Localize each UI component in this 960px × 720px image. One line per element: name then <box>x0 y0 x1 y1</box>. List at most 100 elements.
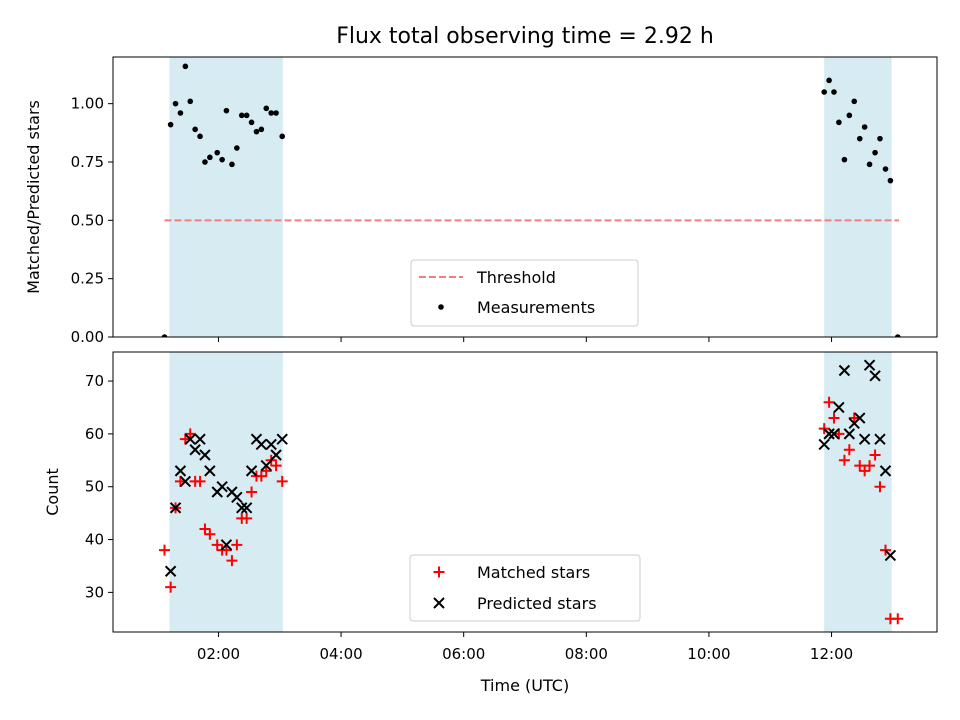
matched-point <box>874 481 886 493</box>
predicted-point <box>240 502 253 514</box>
predicted-point <box>818 438 830 451</box>
measurement-point <box>248 119 255 126</box>
measurement-point <box>279 133 286 140</box>
top-y-axis-label: Matched/Predicted stars <box>24 100 43 294</box>
measurement-point <box>856 135 863 142</box>
x-tick-label: 08:00 <box>565 645 608 663</box>
plot-area <box>159 352 904 632</box>
legend: Matched stars Predicted stars <box>409 554 641 622</box>
measurement-point <box>826 77 832 84</box>
predicted-point <box>179 475 192 488</box>
measurement-point <box>846 112 853 119</box>
matched-point <box>260 465 272 477</box>
y-tick-label: 30 <box>85 583 104 601</box>
matched-point <box>165 581 177 593</box>
matched-point <box>864 460 876 472</box>
predicted-point <box>204 465 216 477</box>
measurement-point <box>894 334 901 337</box>
matched-point <box>276 475 288 487</box>
matched-point <box>265 454 277 466</box>
measurement-point <box>841 156 848 163</box>
matched-point <box>818 423 830 435</box>
legend-box <box>409 554 641 622</box>
matched-point <box>854 460 866 472</box>
measurement-point <box>172 100 179 107</box>
measurement-point <box>872 149 878 156</box>
matched-point <box>159 544 170 556</box>
matched-point <box>843 444 855 456</box>
predicted-point <box>184 433 196 445</box>
matched-point <box>823 396 835 408</box>
predicted-point <box>216 481 228 493</box>
predicted-point <box>199 449 211 461</box>
x-tick-label: 02:00 <box>197 645 240 663</box>
measurement-point <box>821 89 827 95</box>
predicted-point <box>838 364 851 377</box>
legend-predicted-label: Predicted stars <box>477 594 597 613</box>
matched-point <box>869 449 881 461</box>
x-tick-label: 12:00 <box>810 645 853 663</box>
x-tick-label: 04:00 <box>319 645 362 663</box>
matched-point <box>892 613 904 625</box>
predicted-point <box>270 449 282 461</box>
counts-panel: 30 40 50 60 70 02:00 04:00 06:00 08:00 10:00 12:00… <box>85 351 938 663</box>
predicted-point <box>265 438 277 451</box>
measurement-point <box>161 334 168 337</box>
predicted-point <box>879 465 892 477</box>
axes-frame <box>112 351 938 633</box>
y-tick-label: 1.00 <box>71 95 104 113</box>
measurement-point <box>243 112 250 119</box>
predicted-point <box>854 412 866 424</box>
matched-point <box>880 544 891 556</box>
predicted-point <box>828 428 840 440</box>
predicted-point <box>843 428 856 440</box>
y-tick-label: 70 <box>85 372 104 390</box>
observing-window <box>824 352 892 632</box>
x-tick-label: 06:00 <box>442 645 485 663</box>
measurement-point <box>219 156 225 163</box>
matched-point <box>828 412 840 424</box>
predicted-point <box>276 433 288 445</box>
x-axis-label: Time (UTC) <box>480 676 569 695</box>
matched-point <box>241 512 253 524</box>
observing-window <box>169 57 283 337</box>
measurement-point <box>192 126 198 133</box>
matched-point <box>231 539 243 551</box>
measurement-point <box>207 154 213 161</box>
predicted-point <box>231 491 243 503</box>
predicted-point <box>858 433 871 445</box>
predicted-point <box>874 433 886 445</box>
y-tick-label: 60 <box>85 425 104 443</box>
measurement-point <box>223 107 230 114</box>
y-tick-label: 0.50 <box>71 211 104 229</box>
matched-point <box>838 454 850 466</box>
predicted-point <box>863 359 876 371</box>
y-tick-label: 40 <box>85 531 104 549</box>
legend-measurements-label: Measurements <box>477 298 595 317</box>
predicted-point <box>164 565 177 577</box>
predicted-point <box>833 401 845 414</box>
predicted-point <box>236 502 248 514</box>
bottom-y-axis-label: Count <box>43 468 62 516</box>
matched-point <box>226 555 238 567</box>
y-tick-label: 0.25 <box>71 270 104 288</box>
matched-point <box>246 486 258 498</box>
measurement-point <box>202 159 208 165</box>
measurement-point <box>253 128 260 135</box>
measurement-point <box>214 149 221 156</box>
measurement-point <box>861 124 868 130</box>
legend-matched-swatch <box>433 566 445 578</box>
legend-threshold-label: Threshold <box>476 268 556 287</box>
matched-point <box>859 465 871 477</box>
legend-box <box>410 259 639 327</box>
matched-point <box>204 528 216 540</box>
plot-area <box>161 57 901 337</box>
predicted-point <box>220 539 233 551</box>
legend: Threshold Measurements <box>410 259 639 327</box>
y-tick-label: 0.00 <box>71 328 104 346</box>
matched-point <box>194 475 206 487</box>
predicted-point <box>174 465 187 477</box>
measurement-point <box>187 98 194 105</box>
axes-frame <box>112 56 938 338</box>
predicted-point <box>189 444 201 456</box>
